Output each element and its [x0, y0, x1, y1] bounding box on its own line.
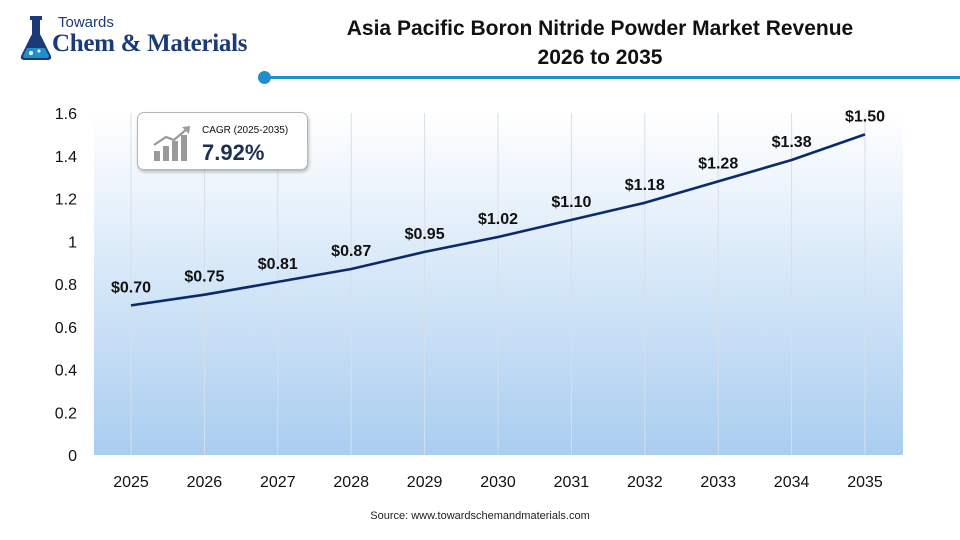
data-label-2029: $0.95 [405, 226, 445, 243]
chart-title-line1: Asia Pacific Boron Nitride Powder Market… [346, 17, 854, 40]
source-url: www.towardschemandmaterials.com [411, 510, 590, 522]
cagr-label: CAGR (2025-2035) [202, 125, 289, 136]
data-label-2032: $1.18 [625, 177, 665, 194]
x-tick-label-2025: 2025 [113, 474, 149, 491]
data-label-2034: $1.38 [772, 134, 812, 151]
x-tick-label-2033: 2033 [700, 474, 736, 491]
y-tick-label: 0.8 [55, 277, 77, 294]
cagr-callout: CAGR (2025-2035) 7.92% [137, 112, 308, 170]
y-tick-label: 0 [68, 448, 77, 465]
data-label-2025: $0.70 [111, 279, 151, 296]
logo: Towards Chem & Materials [14, 10, 254, 66]
flask-icon [20, 16, 52, 60]
logo-top-text: Towards [58, 14, 114, 31]
title-dot [258, 71, 271, 84]
x-tick-label-2032: 2032 [627, 474, 663, 491]
x-tick-label-2031: 2031 [554, 474, 590, 491]
data-label-2035: $1.50 [845, 108, 885, 125]
chart-title-line2: 2026 to 2035 [537, 46, 663, 69]
series-line [130, 133, 866, 307]
data-label-2030: $1.02 [478, 211, 518, 228]
cagr-value: 7.92% [202, 140, 265, 165]
source-note: Source: www.towardschemandmaterials.com [0, 510, 960, 522]
source-label: Source: [370, 510, 409, 522]
y-tick-label: 1.6 [55, 106, 77, 123]
y-tick-label: 1 [68, 234, 77, 251]
data-label-2033: $1.28 [698, 155, 738, 172]
x-tick-label-2035: 2035 [847, 474, 883, 491]
x-tick-label-2029: 2029 [407, 474, 443, 491]
y-tick-label: 0.4 [55, 363, 77, 380]
logo-main-text: Chem & Materials [52, 30, 248, 57]
y-tick-label: 0.6 [55, 320, 77, 337]
data-label-2031: $1.10 [551, 194, 591, 211]
y-tick-label: 1.2 [55, 192, 77, 209]
chart-title: Asia Pacific Boron Nitride Powder Market… [300, 14, 900, 72]
x-tick-label-2030: 2030 [480, 474, 516, 491]
x-tick-label-2026: 2026 [187, 474, 223, 491]
x-tick-label-2034: 2034 [774, 474, 810, 491]
x-tick-label-2028: 2028 [333, 474, 369, 491]
data-label-2026: $0.75 [184, 269, 224, 286]
data-label-2028: $0.87 [331, 243, 371, 260]
y-tick-label: 1.4 [55, 149, 77, 166]
data-label-2027: $0.81 [258, 256, 298, 273]
line-chart: 0 0.2 0.4 0.6 0.8 1 1.2 1.4 1.6 2025 2026 2027 2028… [55, 106, 903, 491]
y-tick-label: 0.2 [55, 405, 77, 422]
x-tick-label-2027: 2027 [260, 474, 296, 491]
growth-chart-icon [153, 126, 190, 161]
title-rule [270, 76, 960, 79]
